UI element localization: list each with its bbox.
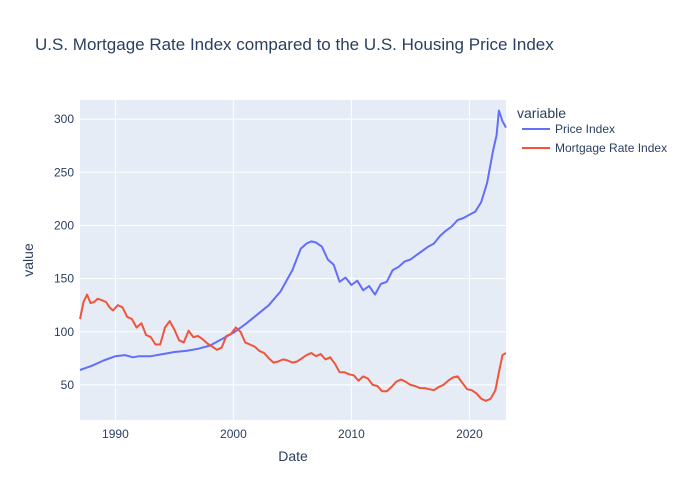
x-tick-label: 2020 bbox=[456, 427, 483, 441]
series-line-mortgage-rate-index bbox=[79, 293, 507, 402]
y-tick-label: 300 bbox=[54, 112, 74, 126]
legend-title: variable bbox=[517, 105, 566, 121]
legend-items: Price Index Mortgage Rate Index bbox=[522, 122, 667, 155]
x-grid bbox=[114, 100, 470, 420]
y-tick-labels: 50 100 150 200 250 300 bbox=[54, 112, 74, 392]
series-lines bbox=[79, 109, 507, 402]
y-tick-label: 100 bbox=[54, 325, 74, 339]
plot-area bbox=[80, 100, 506, 420]
x-tick-label: 2000 bbox=[220, 427, 247, 441]
y-axis-label: value bbox=[20, 243, 36, 277]
y-tick-label: 150 bbox=[54, 272, 74, 286]
chart-title: U.S. Mortgage Rate Index compared to the… bbox=[35, 35, 554, 54]
x-tick-labels: 1990 2000 2010 2020 bbox=[102, 427, 483, 441]
y-tick-label: 50 bbox=[61, 378, 75, 392]
x-tick-label: 2010 bbox=[338, 427, 365, 441]
y-tick-label: 200 bbox=[54, 218, 74, 232]
series-line-price-index bbox=[79, 109, 507, 371]
y-grid bbox=[80, 118, 506, 386]
x-axis-label: Date bbox=[278, 448, 308, 464]
legend: variable Price Index Mortgage Rate Index bbox=[517, 105, 667, 155]
legend-item-label: Price Index bbox=[555, 122, 615, 136]
y-tick-label: 250 bbox=[54, 165, 74, 179]
legend-item-label: Mortgage Rate Index bbox=[555, 141, 667, 155]
x-tick-label: 1990 bbox=[102, 427, 129, 441]
